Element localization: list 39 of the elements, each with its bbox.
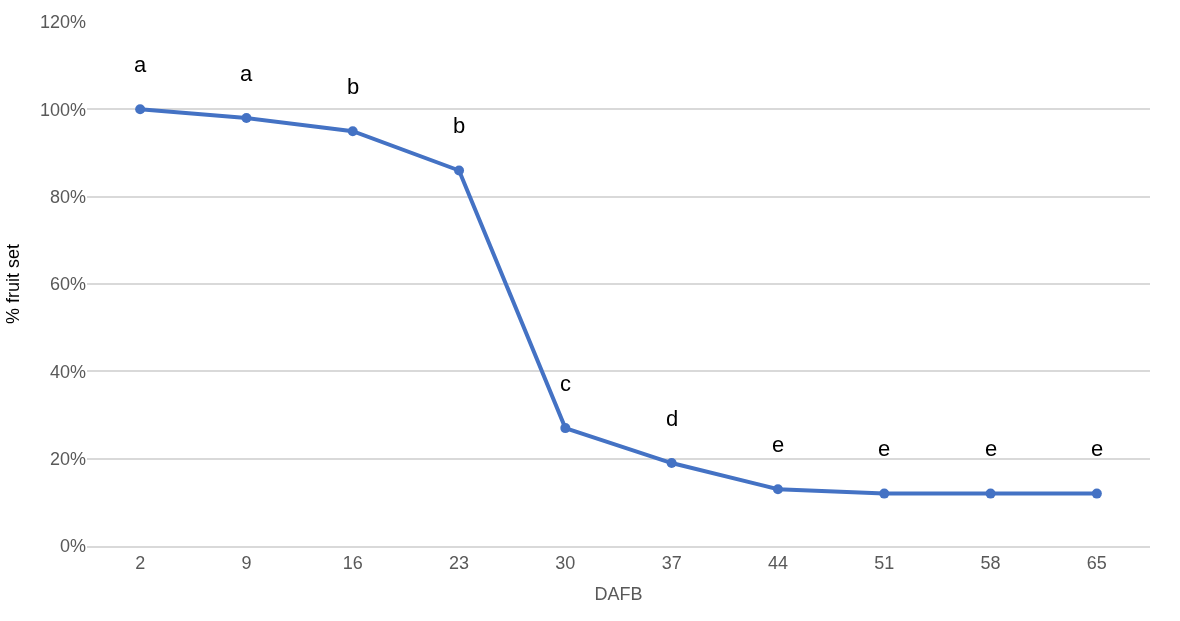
- x-tick-label: 44: [767, 553, 788, 574]
- point: [666, 458, 677, 469]
- annotation: a: [240, 61, 253, 86]
- y-tick-label: 40%: [49, 361, 86, 382]
- y-tick-label: 0%: [59, 536, 86, 557]
- x-axis-title: DAFB: [594, 583, 643, 604]
- x-tick-label: 23: [449, 553, 470, 574]
- point: [879, 488, 890, 499]
- annotation: b: [347, 74, 360, 99]
- x-tick-label: 65: [1086, 553, 1107, 574]
- annotation: e: [1091, 436, 1104, 461]
- point: [1091, 488, 1102, 499]
- point: [135, 104, 146, 115]
- y-tick-label: 120%: [39, 12, 86, 33]
- y-tick-label: 60%: [49, 274, 86, 295]
- annotation: b: [453, 113, 466, 138]
- y-tick-label: 100%: [39, 99, 86, 120]
- point: [241, 113, 252, 124]
- x-tick-label: 58: [980, 553, 1001, 574]
- y-tick-label: 80%: [49, 186, 86, 207]
- point: [772, 484, 783, 495]
- y-tick-label: 20%: [49, 448, 86, 469]
- annotation: e: [878, 436, 891, 461]
- x-tick-label: 30: [555, 553, 576, 574]
- annotation: e: [772, 432, 785, 457]
- annotation: c: [560, 371, 571, 396]
- point: [985, 488, 996, 499]
- x-tick-label: 2: [135, 553, 146, 574]
- x-tick-label: 37: [661, 553, 682, 574]
- annotation: d: [666, 406, 679, 431]
- annotation: a: [134, 52, 147, 77]
- y-axis-title: % fruit set: [3, 243, 24, 325]
- annotation: e: [985, 436, 998, 461]
- x-tick-label: 51: [874, 553, 895, 574]
- x-tick-label: 16: [342, 553, 363, 574]
- point: [560, 423, 571, 434]
- x-tick-label: 9: [241, 553, 252, 574]
- point: [347, 126, 358, 137]
- point: [454, 165, 465, 176]
